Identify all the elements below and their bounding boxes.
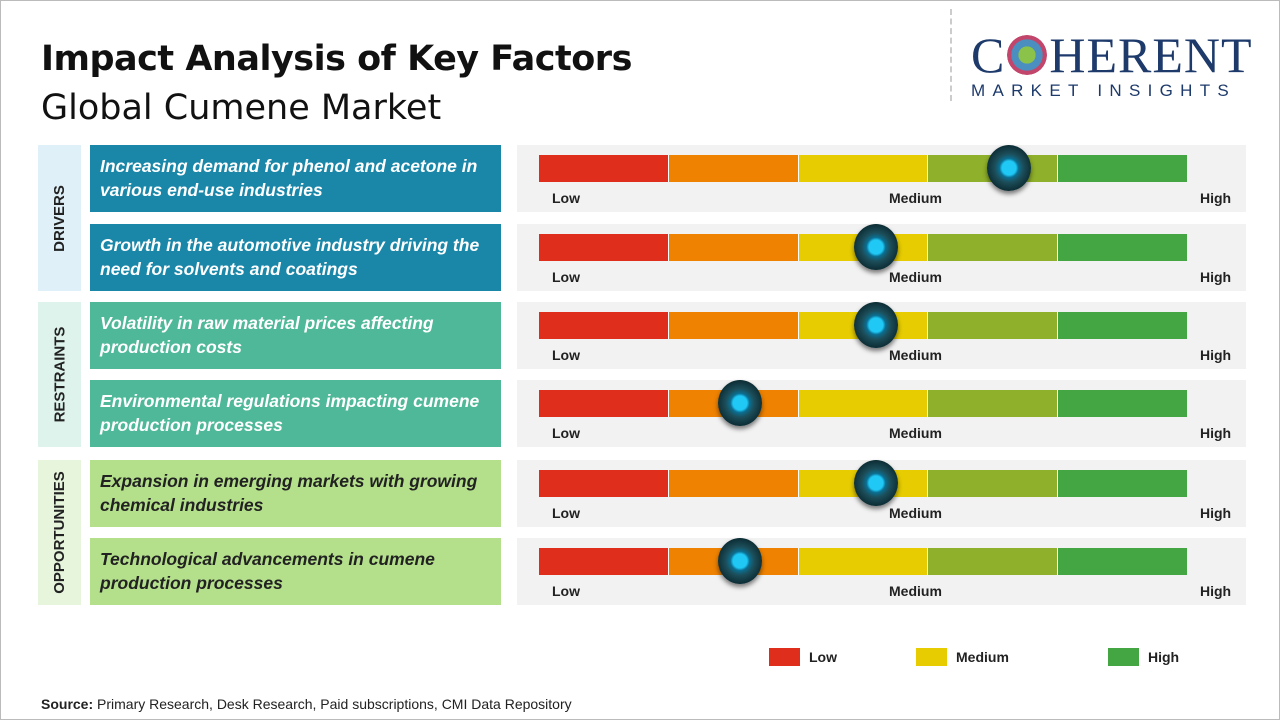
- gauge-bar: [539, 390, 1187, 417]
- gauge-indicator: [853, 460, 898, 506]
- legend-label: Medium: [956, 649, 1009, 665]
- divider: [950, 9, 952, 101]
- gauge-segment: [798, 548, 929, 575]
- gauge-bar: [539, 234, 1187, 261]
- scale-label-low: Low: [552, 269, 580, 285]
- gauge-segment: [668, 234, 799, 261]
- legend-swatch: [769, 648, 800, 666]
- gauge-bar: [539, 548, 1187, 575]
- factor-label: Expansion in emerging markets with growi…: [90, 460, 501, 527]
- category-label: DRIVERS: [51, 184, 68, 252]
- category-label: OPPORTUNITIES: [51, 471, 69, 594]
- gauge-segment: [539, 470, 669, 497]
- factor-label: Volatility in raw material prices affect…: [90, 302, 501, 369]
- gauge-indicator: [853, 302, 898, 348]
- scale-label-high: High: [1200, 269, 1232, 285]
- scale-label-medium: Medium: [889, 347, 942, 363]
- impact-gauge: Low Medium High: [517, 380, 1246, 447]
- gauge-segment: [539, 312, 669, 339]
- scale-label-high: High: [1200, 190, 1232, 206]
- scale-label-high: High: [1200, 583, 1232, 599]
- scale-label-high: High: [1200, 347, 1232, 363]
- factor-label: Increasing demand for phenol and acetone…: [90, 145, 501, 212]
- page-title: Impact Analysis of Key Factors: [41, 39, 632, 79]
- impact-gauge: Low Medium High: [517, 302, 1246, 369]
- legend-item: Low: [769, 648, 837, 666]
- legend-swatch: [916, 648, 947, 666]
- category-opportunities: OPPORTUNITIES: [38, 460, 81, 605]
- legend-item: High: [1108, 648, 1179, 666]
- gauge-segment: [928, 548, 1059, 575]
- gauge-indicator: [986, 145, 1031, 191]
- gauge-indicator: [717, 538, 762, 584]
- gauge-segment: [928, 390, 1059, 417]
- legend-label: High: [1148, 649, 1180, 665]
- gauge-bar: [539, 155, 1187, 182]
- gauge-indicator: [853, 224, 898, 270]
- scale-label-medium: Medium: [889, 583, 942, 599]
- scale-label-medium: Medium: [889, 190, 942, 206]
- legend-label: Low: [809, 649, 837, 665]
- page-subtitle: Global Cumene Market: [41, 88, 442, 128]
- gauge-segment: [1058, 390, 1187, 417]
- gauge-bar: [539, 312, 1187, 339]
- source-note: Source: Primary Research, Desk Research,…: [41, 696, 572, 712]
- gauge-segment: [1058, 470, 1187, 497]
- gauge-segment: [798, 155, 929, 182]
- legend-swatch: [1108, 648, 1139, 666]
- impact-gauge: Low Medium High: [517, 538, 1246, 605]
- gauge-segment: [668, 312, 799, 339]
- scale-label-high: High: [1200, 425, 1232, 441]
- gauge-segment: [539, 155, 669, 182]
- category-drivers: DRIVERS: [38, 145, 81, 291]
- gauge-segment: [668, 470, 799, 497]
- gauge-segment: [539, 548, 669, 575]
- gauge-segment: [1058, 234, 1187, 261]
- factor-label: Environmental regulations impacting cume…: [90, 380, 501, 447]
- gauge-segment: [1058, 548, 1187, 575]
- scale-label-low: Low: [552, 347, 580, 363]
- scale-label-high: High: [1200, 505, 1232, 521]
- gauge-segment: [539, 234, 669, 261]
- gauge-indicator: [717, 380, 762, 426]
- scale-label-medium: Medium: [889, 269, 942, 285]
- factor-label: Technological advancements in cumene pro…: [90, 538, 501, 605]
- scale-label-medium: Medium: [889, 505, 942, 521]
- gauge-segment: [1058, 312, 1187, 339]
- impact-gauge: Low Medium High: [517, 224, 1246, 291]
- company-logo: C HERENT MARKET INSIGHTS: [971, 27, 1253, 100]
- impact-gauge: Low Medium High: [517, 145, 1246, 212]
- gauge-segment: [668, 155, 799, 182]
- gauge-segment: [928, 234, 1059, 261]
- gauge-segment: [539, 390, 669, 417]
- gauge-segment: [928, 312, 1059, 339]
- scale-label-medium: Medium: [889, 425, 942, 441]
- scale-label-low: Low: [552, 425, 580, 441]
- category-restraints: RESTRAINTS: [38, 302, 81, 447]
- gauge-segment: [928, 470, 1059, 497]
- impact-gauge: Low Medium High: [517, 460, 1246, 527]
- scale-label-low: Low: [552, 505, 580, 521]
- category-label: RESTRAINTS: [51, 326, 68, 423]
- globe-icon: [1007, 35, 1048, 75]
- factor-label: Growth in the automotive industry drivin…: [90, 224, 501, 291]
- gauge-segment: [798, 390, 929, 417]
- scale-label-low: Low: [552, 583, 580, 599]
- scale-label-low: Low: [552, 190, 580, 206]
- legend-item: Medium: [916, 648, 1009, 666]
- gauge-segment: [1058, 155, 1187, 182]
